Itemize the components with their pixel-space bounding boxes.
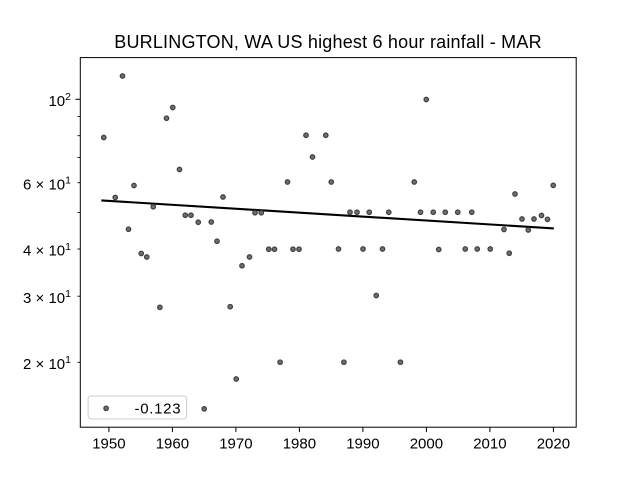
svg-text:2020: 2020	[537, 435, 570, 452]
svg-text:1980: 1980	[283, 435, 316, 452]
svg-text:1990: 1990	[346, 435, 379, 452]
svg-text:102: 102	[48, 91, 71, 110]
svg-text:3 × 101: 3 × 101	[23, 288, 71, 307]
svg-text:1960: 1960	[156, 435, 189, 452]
svg-text:1970: 1970	[219, 435, 252, 452]
svg-text:-0.123: -0.123	[135, 400, 182, 417]
svg-text:2010: 2010	[473, 435, 506, 452]
svg-text:2000: 2000	[410, 435, 443, 452]
svg-text:4 × 101: 4 × 101	[23, 241, 71, 260]
svg-text:BURLINGTON, WA US highest 6 ho: BURLINGTON, WA US highest 6 hour rainfal…	[114, 32, 542, 52]
svg-text:2 × 101: 2 × 101	[23, 354, 71, 373]
svg-text:1950: 1950	[92, 435, 125, 452]
svg-text:6 × 101: 6 × 101	[23, 175, 71, 194]
